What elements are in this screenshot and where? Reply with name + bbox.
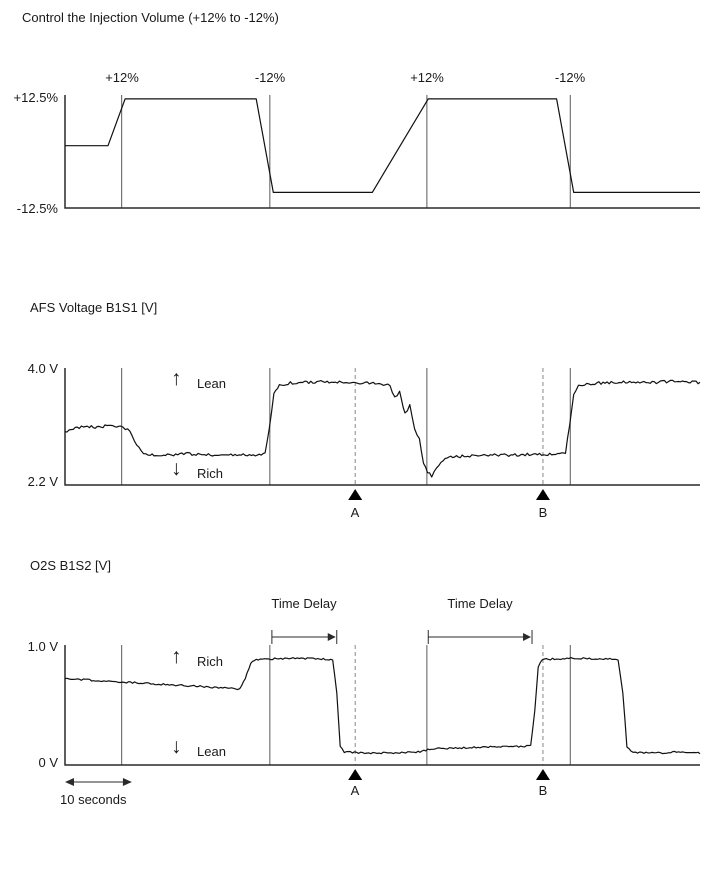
cursor-triangle-marker bbox=[348, 489, 363, 500]
injection-step-label-2: -12% bbox=[254, 70, 286, 85]
down-arrow-icon: ↓ bbox=[171, 457, 182, 480]
chart3-lean-label: Lean bbox=[197, 744, 226, 759]
delay-arrow-head bbox=[327, 633, 336, 641]
cursor-triangle-marker bbox=[535, 489, 550, 500]
chart3-title: O2S B1S2 [V] bbox=[30, 558, 111, 573]
axis bbox=[64, 95, 700, 209]
time-scale-label: 10 seconds bbox=[60, 792, 127, 807]
chart2-marker-a-label: A bbox=[350, 505, 360, 520]
chart3-ymax-label: 1.0 V bbox=[27, 639, 58, 654]
chart3-rich-label: Rich bbox=[197, 654, 224, 669]
chart1-title: Control the Injection Volume (+12% to -1… bbox=[22, 10, 279, 25]
scale-bar-left-head bbox=[65, 778, 74, 786]
chart2-rich-label: Rich bbox=[197, 466, 224, 481]
afs-voltage-plot bbox=[64, 368, 701, 500]
injection-step-label-3: +12% bbox=[410, 70, 444, 85]
up-arrow-icon: ↑ bbox=[171, 645, 182, 668]
chart2-ymin-label: 2.2 V bbox=[27, 474, 58, 489]
axis bbox=[64, 645, 700, 766]
injection-step-label-4: -12% bbox=[554, 70, 586, 85]
chart2-ymax-label: 4.0 V bbox=[27, 361, 58, 376]
delay-arrow-head bbox=[523, 633, 532, 641]
cursor-triangle-marker bbox=[535, 769, 550, 780]
cursor-triangle-marker bbox=[348, 769, 363, 780]
waveform-trace bbox=[64, 379, 701, 478]
chart2-marker-b-label: B bbox=[538, 505, 548, 520]
chart2-lean-label: Lean bbox=[197, 376, 226, 391]
injection-step-label-1: +12% bbox=[105, 70, 139, 85]
time-delay-label-1: Time Delay bbox=[271, 596, 337, 611]
axis bbox=[64, 368, 700, 486]
up-arrow-icon: ↑ bbox=[171, 367, 182, 390]
chart3-marker-a-label: A bbox=[350, 783, 360, 798]
waveform-trace bbox=[65, 98, 700, 193]
chart1-ymax-label: +12.5% bbox=[13, 90, 58, 105]
time-delay-label-2: Time Delay bbox=[447, 596, 513, 611]
waveform-trace bbox=[64, 657, 701, 755]
down-arrow-icon: ↓ bbox=[171, 735, 182, 758]
injection-volume-plot bbox=[64, 95, 700, 209]
chart3-marker-b-label: B bbox=[538, 783, 548, 798]
chart3-ymin-label: 0 V bbox=[38, 755, 58, 770]
chart1-ymin-label: -12.5% bbox=[16, 201, 58, 216]
o2s-voltage-plot bbox=[64, 630, 701, 786]
chart2-title: AFS Voltage B1S1 [V] bbox=[30, 300, 158, 315]
scale-bar-right-head bbox=[122, 778, 132, 786]
